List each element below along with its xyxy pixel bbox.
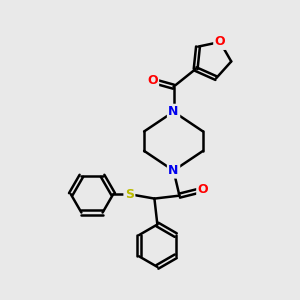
Text: S: S — [125, 188, 134, 201]
Text: N: N — [168, 105, 179, 118]
Text: N: N — [168, 164, 179, 177]
Text: O: O — [215, 35, 225, 49]
Text: O: O — [147, 74, 158, 87]
Text: O: O — [198, 183, 208, 196]
